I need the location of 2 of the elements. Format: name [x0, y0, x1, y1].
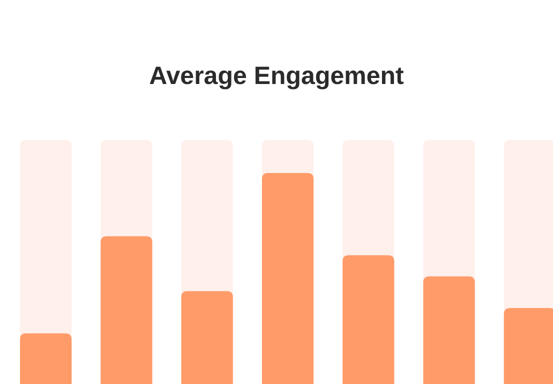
bar	[20, 333, 72, 384]
chart-title: Average Engagement	[149, 62, 405, 90]
